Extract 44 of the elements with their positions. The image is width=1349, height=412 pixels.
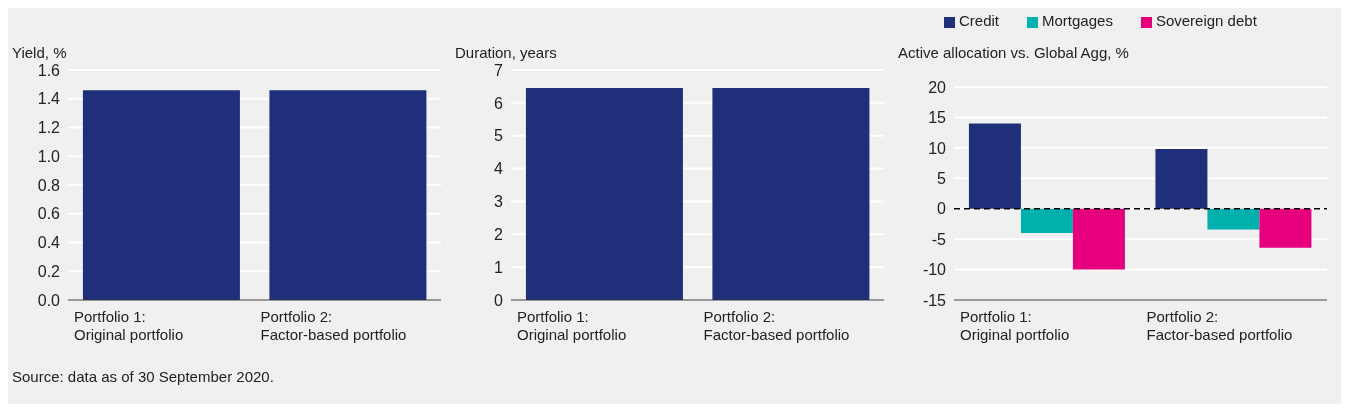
x-tick-label: Portfolio 1: Original portfolio: [517, 308, 627, 343]
y-tick-label: 15: [928, 109, 947, 127]
legend-label: Credit: [959, 12, 1000, 29]
y-tick-label: 0.8: [37, 176, 61, 194]
x-tick-label: Portfolio 2: Factor-based portfolio: [703, 308, 850, 343]
y-tick-label: 20: [928, 78, 947, 96]
y-tick-label: -5: [931, 230, 947, 248]
bar: [1155, 149, 1208, 209]
y-tick-label: 10: [928, 139, 947, 157]
y-tick-label: 1.6: [37, 61, 61, 79]
y-axis-title: Duration, years: [455, 44, 557, 61]
y-axis-title: Active allocation vs. Global Agg, %: [898, 44, 1129, 61]
y-tick-label: 0.0: [37, 291, 61, 309]
bar: [1259, 208, 1312, 248]
y-tick-label: 5: [937, 169, 947, 187]
x-tick-label: Portfolio 2: Factor-based portfolio: [1146, 308, 1293, 343]
x-tick-label: Portfolio 1: Original portfolio: [960, 308, 1070, 343]
legend-label: Mortgages: [1042, 12, 1113, 29]
y-tick-label: 0: [494, 291, 504, 309]
y-tick-label: 5: [494, 127, 504, 145]
y-tick-label: 1.4: [37, 90, 61, 108]
legend-label: Sovereign debt: [1155, 12, 1257, 29]
y-axis-title: Yield, %: [12, 44, 67, 61]
bar: [1072, 208, 1125, 270]
y-tick-label: 6: [494, 94, 504, 112]
y-tick-label: 0: [937, 200, 947, 218]
source-note: Source: data as of 30 September 2020.: [12, 368, 274, 385]
bar: [1207, 208, 1260, 230]
y-tick-label: 3: [494, 193, 504, 211]
y-tick-label: 7: [494, 61, 504, 79]
y-tick-label: 0.6: [37, 205, 61, 223]
y-tick-label: 0.4: [37, 234, 61, 252]
y-tick-label: -15: [922, 291, 947, 309]
y-tick-label: -10: [922, 261, 947, 279]
y-tick-label: 0.2: [37, 262, 61, 280]
y-tick-label: 4: [494, 160, 504, 178]
x-tick-label: Portfolio 1: Original portfolio: [74, 308, 184, 343]
y-tick-label: 2: [494, 225, 504, 243]
y-tick-label: 1: [494, 258, 504, 276]
bar: [968, 123, 1021, 209]
y-tick-label: 1.0: [37, 147, 61, 165]
bar: [1020, 208, 1073, 234]
x-tick-label: Portfolio 2: Factor-based portfolio: [260, 308, 407, 343]
y-tick-label: 1.2: [37, 119, 61, 137]
